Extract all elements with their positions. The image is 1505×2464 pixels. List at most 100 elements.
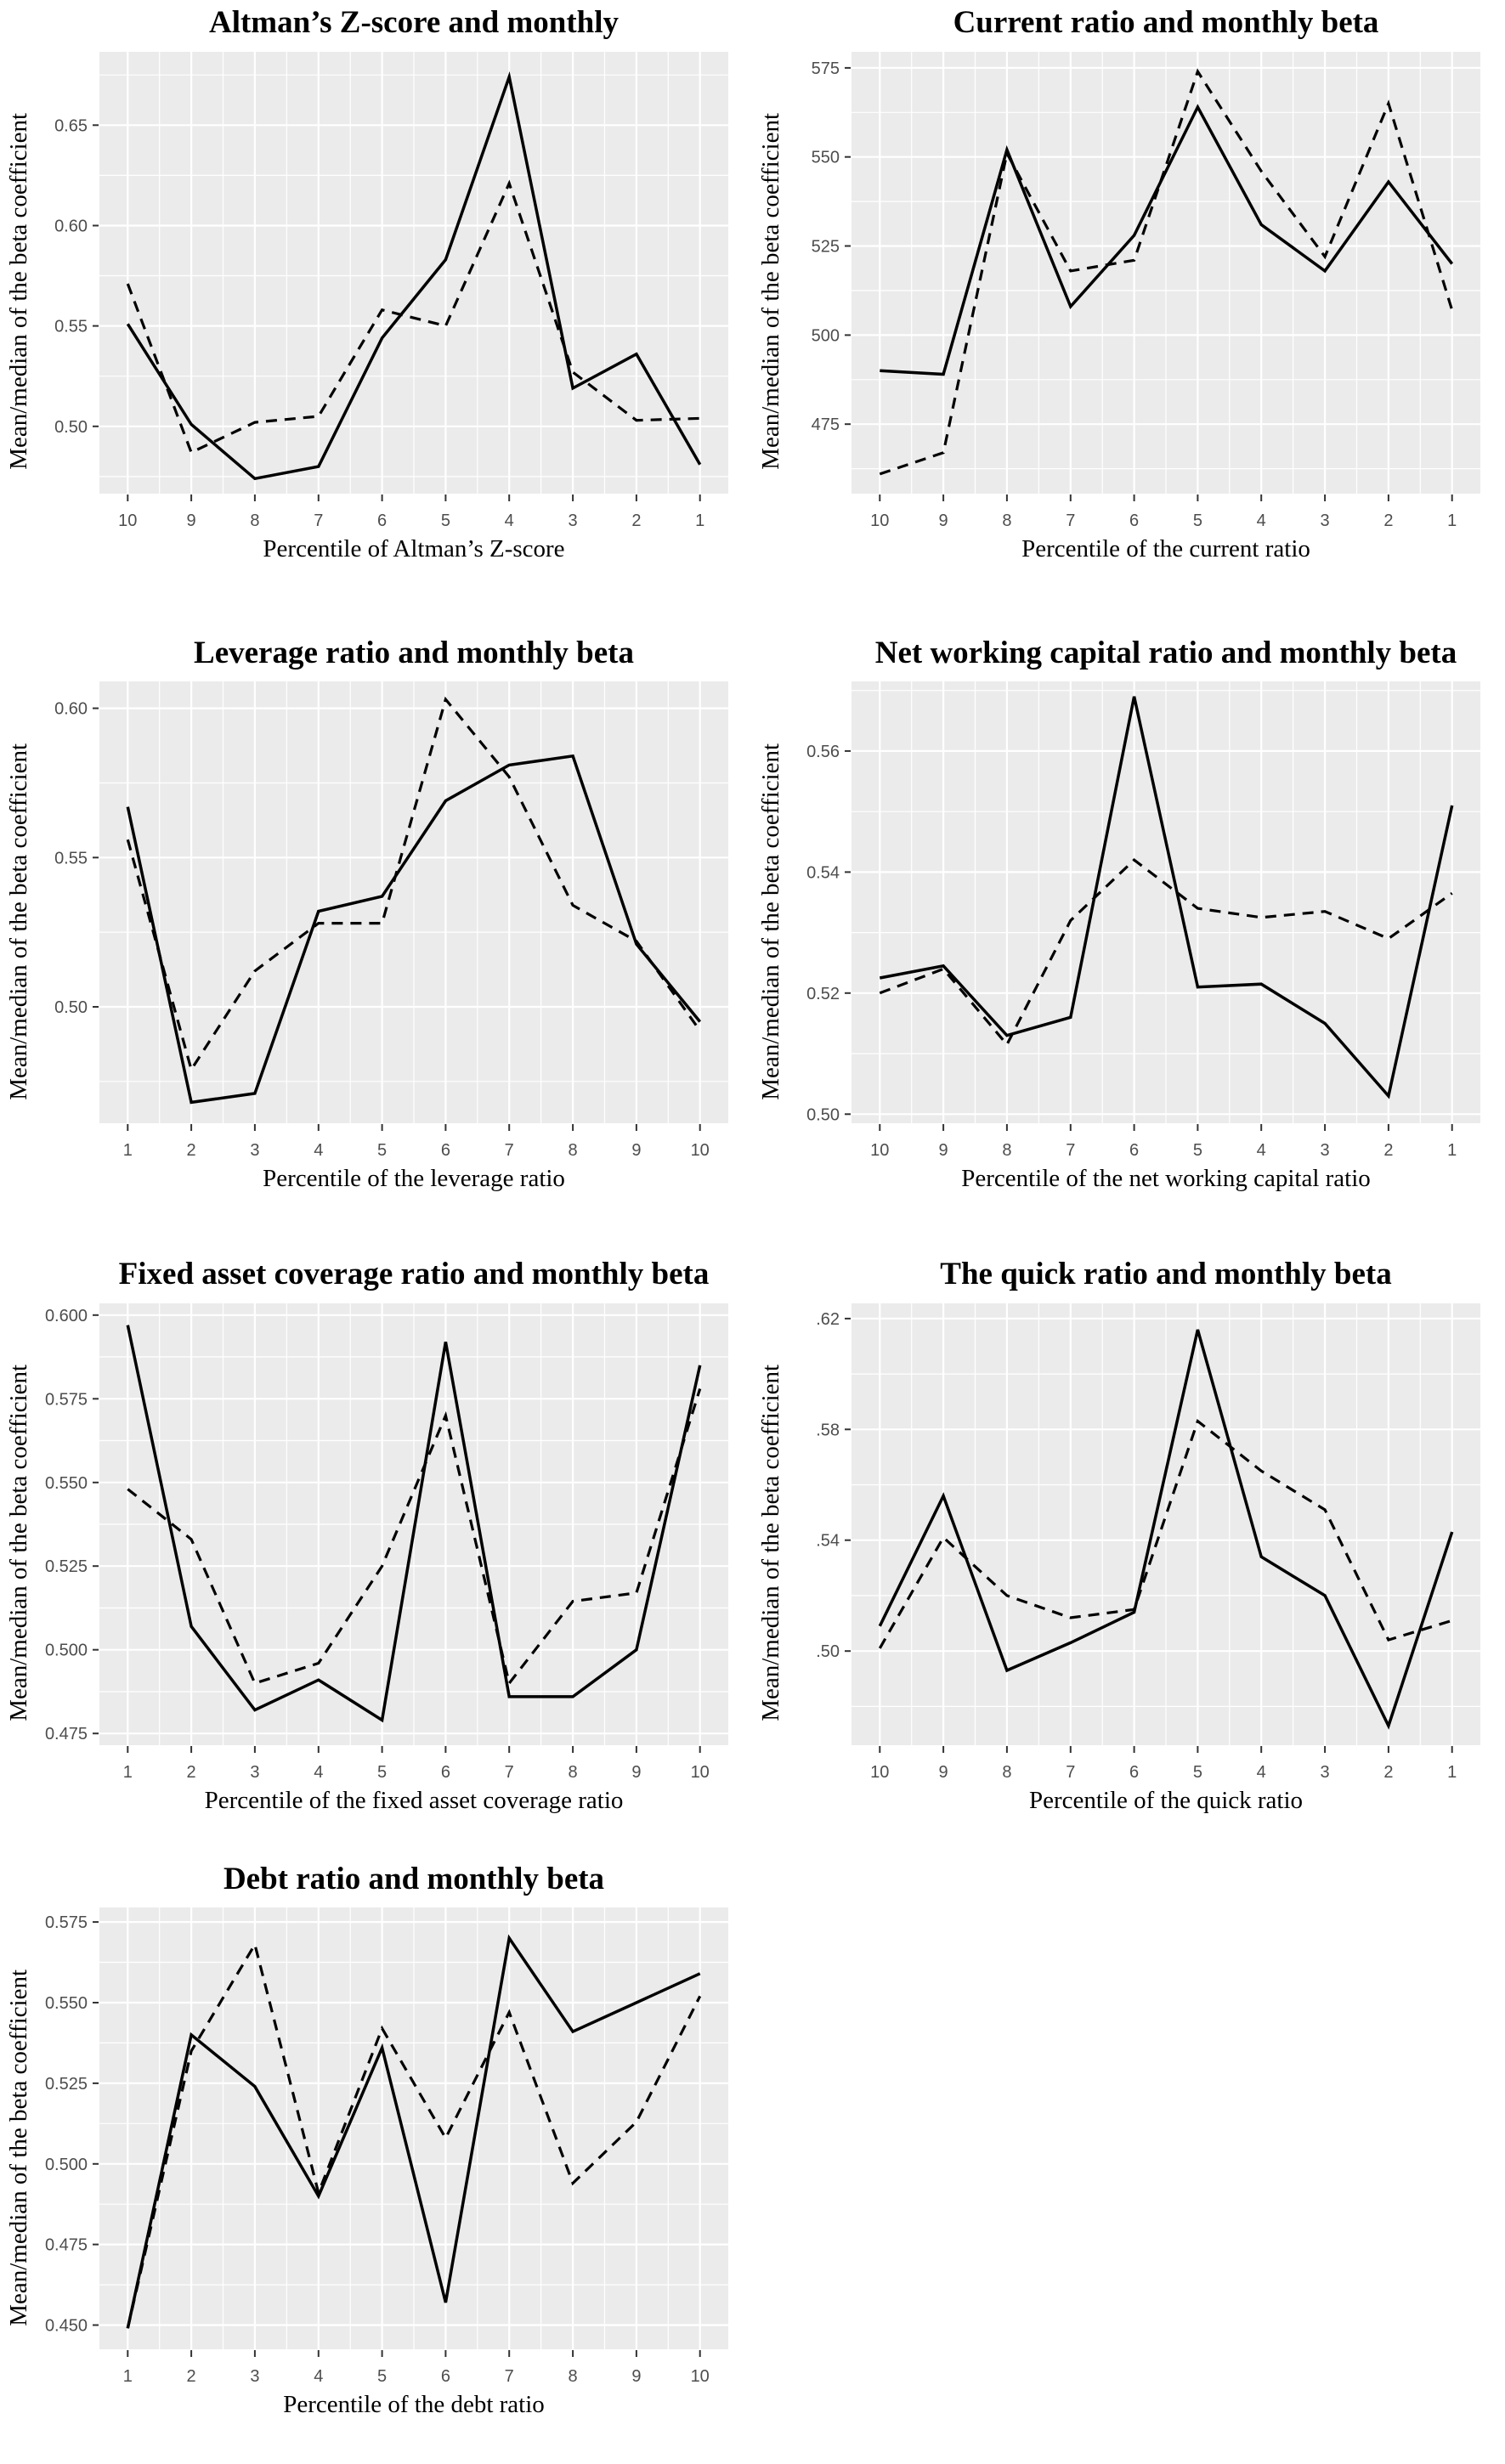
chart-title-fixed-asset-coverage: Fixed asset coverage ratio and monthly b…	[118, 1257, 710, 1292]
svg-text:2: 2	[631, 511, 641, 530]
svg-text:4: 4	[314, 2367, 323, 2386]
svg-text:10: 10	[118, 511, 137, 530]
chart-canvas-current-ratio: 475 500 525 550 575 10 9 8 7 6 5 4 3 2 1	[812, 51, 1480, 530]
svg-text:.62: .62	[816, 1310, 840, 1329]
chart-body-current-ratio: Mean/median of the beta coefficient 475 5…	[752, 51, 1504, 532]
x-axis-label-quick-ratio: Percentile of the quick ratio	[1028, 1786, 1304, 1814]
svg-text:5: 5	[1193, 511, 1202, 530]
chart-title-leverage-ratio: Leverage ratio and monthly beta	[194, 635, 634, 670]
svg-text:6: 6	[1129, 1141, 1139, 1160]
svg-text:0.50: 0.50	[54, 417, 88, 436]
y-axis-label-fixed-asset-coverage: Mean/median of the beta coefficient	[0, 1303, 38, 1783]
chart-canvas-leverage-ratio: 0.50 0.55 0.60 1 2 3 4 5 6 7 8 9 10	[54, 681, 728, 1160]
svg-text:7: 7	[505, 1763, 514, 1782]
svg-text:3: 3	[1321, 511, 1330, 530]
svg-text:.50: .50	[816, 1642, 840, 1661]
svg-text:0.54: 0.54	[806, 863, 840, 882]
y-axis-label-text: Mean/median of the beta coefficient	[5, 113, 32, 470]
svg-text:0.55: 0.55	[54, 317, 88, 336]
svg-text:3: 3	[250, 1141, 259, 1160]
svg-text:0.500: 0.500	[45, 1641, 88, 1659]
svg-text:7: 7	[1066, 511, 1075, 530]
svg-text:8: 8	[569, 1141, 578, 1160]
svg-text:10: 10	[691, 2367, 710, 2386]
svg-text:6: 6	[1129, 511, 1139, 530]
figure-row-2: Leverage ratio and monthly beta Mean/med…	[0, 636, 1505, 1194]
svg-text:0.500: 0.500	[45, 2156, 88, 2174]
svg-text:.58: .58	[816, 1421, 840, 1439]
svg-text:1: 1	[123, 2367, 133, 2386]
svg-text:0.550: 0.550	[45, 1994, 88, 2013]
svg-text:1: 1	[123, 1763, 133, 1782]
svg-text:6: 6	[441, 2367, 450, 2386]
svg-text:2: 2	[1383, 511, 1393, 530]
svg-text:0.550: 0.550	[45, 1473, 88, 1492]
y-axis-label-current-ratio: Mean/median of the beta coefficient	[752, 52, 790, 532]
chart-title-net-working-capital: Net working capital ratio and monthly be…	[874, 635, 1457, 670]
figure-row-3: Fixed asset coverage ratio and monthly b…	[0, 1257, 1505, 1815]
svg-text:5: 5	[1193, 1763, 1202, 1782]
chart-panel-net-working-capital: Net working capital ratio and monthly be…	[752, 636, 1504, 1194]
svg-text:0.475: 0.475	[45, 1725, 88, 1743]
svg-text:4: 4	[314, 1141, 323, 1160]
svg-text:575: 575	[812, 59, 840, 77]
chart-canvas-debt-ratio: 0.450 0.475 0.500 0.525 0.550 0.575 1 2 3 4 5 6 7 8 9 1…	[45, 1907, 728, 2386]
svg-text:7: 7	[505, 1141, 514, 1160]
svg-text:0.525: 0.525	[45, 1557, 88, 1576]
x-axis-label-leverage-ratio: Percentile of the leverage ratio	[263, 1165, 565, 1193]
svg-text:0.65: 0.65	[54, 116, 88, 135]
y-axis-label-altman-z: Mean/median of the beta coefficient	[0, 52, 38, 532]
chart-panel-altman-z: Altman’s Z-score and monthly Mean/median…	[0, 5, 752, 563]
chart-canvas-quick-ratio: .50 .54 .58 .62 10 9 8 7 6 5 4 3 2 1	[816, 1303, 1480, 1782]
y-axis-label-text: Mean/median of the beta coefficient	[5, 1365, 32, 1722]
svg-text:550: 550	[812, 148, 840, 167]
svg-text:6: 6	[1129, 1763, 1139, 1782]
svg-text:7: 7	[1066, 1763, 1075, 1782]
chart-panel-current-ratio: Current ratio and monthly beta Mean/medi…	[752, 5, 1504, 563]
svg-text:6: 6	[441, 1763, 450, 1782]
svg-text:8: 8	[1002, 1141, 1011, 1160]
svg-text:9: 9	[187, 511, 196, 530]
svg-text:3: 3	[1321, 1141, 1330, 1160]
svg-text:7: 7	[314, 511, 323, 530]
svg-text:2: 2	[187, 2367, 196, 2386]
y-axis-label-text: Mean/median of the beta coefficient	[5, 743, 32, 1100]
y-axis-label-text: Mean/median of the beta coefficient	[757, 743, 784, 1100]
svg-text:0.475: 0.475	[45, 2236, 88, 2255]
svg-text:9: 9	[939, 1141, 948, 1160]
y-axis-label-quick-ratio: Mean/median of the beta coefficient	[752, 1303, 790, 1783]
svg-text:7: 7	[1066, 1141, 1075, 1160]
svg-text:3: 3	[250, 2367, 259, 2386]
svg-text:0.50: 0.50	[54, 998, 88, 1017]
svg-text:10: 10	[870, 511, 889, 530]
x-axis-label-altman-z: Percentile of Altman’s Z-score	[263, 534, 565, 562]
x-axis-label-current-ratio: Percentile of the current ratio	[1021, 534, 1310, 562]
svg-text:0.600: 0.600	[45, 1306, 88, 1325]
svg-text:5: 5	[377, 1763, 387, 1782]
svg-text:4: 4	[1257, 511, 1266, 530]
svg-text:0.60: 0.60	[54, 700, 88, 719]
svg-text:1: 1	[1447, 1141, 1457, 1160]
svg-text:8: 8	[569, 2367, 578, 2386]
svg-text:0.56: 0.56	[806, 743, 840, 761]
chart-panel-leverage-ratio: Leverage ratio and monthly beta Mean/med…	[0, 636, 752, 1194]
x-axis-label-debt-ratio: Percentile of the debt ratio	[283, 2391, 545, 2419]
svg-text:2: 2	[1383, 1763, 1393, 1782]
svg-text:5: 5	[377, 2367, 387, 2386]
chart-title-current-ratio: Current ratio and monthly beta	[953, 5, 1379, 40]
svg-text:0.55: 0.55	[54, 849, 88, 867]
y-axis-label-leverage-ratio: Mean/median of the beta coefficient	[0, 681, 38, 1161]
svg-text:8: 8	[1002, 511, 1011, 530]
x-axis-label-net-working-capital: Percentile of the net working capital ra…	[961, 1165, 1371, 1193]
svg-text:4: 4	[314, 1763, 323, 1782]
svg-text:10: 10	[870, 1141, 889, 1160]
chart-panel-debt-ratio: Debt ratio and monthly beta Mean/median …	[0, 1862, 752, 2420]
y-axis-label-text: Mean/median of the beta coefficient	[5, 1969, 32, 2326]
svg-text:8: 8	[1002, 1763, 1011, 1782]
svg-text:4: 4	[505, 511, 514, 530]
chart-body-net-working-capital: Mean/median of the beta coefficient 0.50…	[752, 681, 1504, 1161]
y-axis-label-debt-ratio: Mean/median of the beta coefficient	[0, 1907, 38, 2388]
y-axis-label-text: Mean/median of the beta coefficient	[757, 113, 784, 470]
svg-text:10: 10	[691, 1141, 710, 1160]
svg-text:1: 1	[1447, 1763, 1457, 1782]
